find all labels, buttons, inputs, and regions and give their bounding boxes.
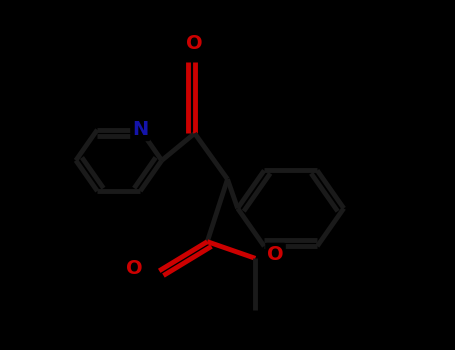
Text: N: N: [132, 120, 148, 139]
Text: O: O: [267, 245, 284, 264]
Text: O: O: [187, 34, 203, 53]
Text: O: O: [126, 259, 142, 278]
